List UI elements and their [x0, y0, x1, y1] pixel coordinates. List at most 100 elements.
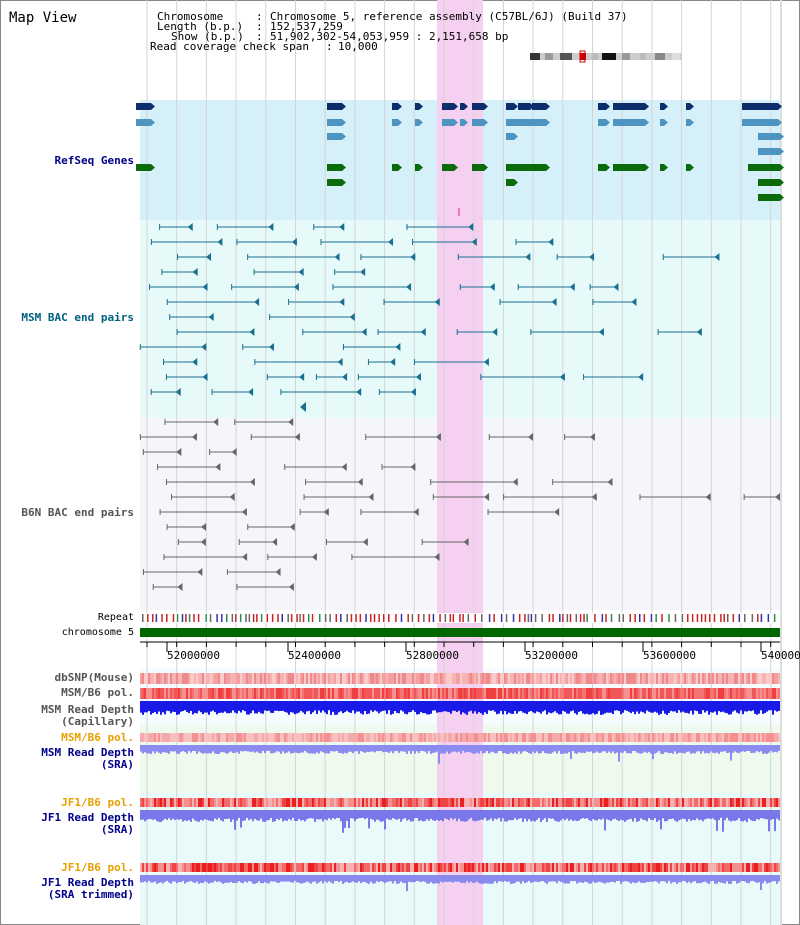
b6n-bac-end	[435, 433, 441, 441]
heat-cell	[384, 673, 386, 684]
axis-tick-label: 52400000	[288, 649, 341, 662]
depth-bar	[678, 875, 680, 883]
heat-cell	[420, 673, 422, 684]
track-label-msm-b6-pol[interactable]: MSM/B6 pol.	[61, 686, 134, 699]
gene-arrow	[342, 179, 346, 186]
heat-cell	[364, 688, 366, 699]
track-label-jf1-read-trim[interactable]: JF1 Read Depth	[41, 876, 134, 889]
heat-cell	[484, 688, 486, 699]
heat-cell	[576, 688, 578, 699]
heat-cell	[378, 673, 380, 684]
gene-arrow	[546, 164, 550, 171]
track-label-msm-b6-pol-2[interactable]: MSM/B6 pol.	[61, 731, 134, 744]
heat-cell	[592, 863, 594, 872]
depth-bar	[346, 701, 348, 711]
heat-cell	[724, 733, 726, 742]
depth-bar	[600, 810, 602, 820]
heat-cell	[168, 863, 170, 872]
heat-cell	[244, 688, 246, 699]
depth-bar	[556, 701, 558, 713]
depth-bar	[166, 875, 168, 881]
heat-cell	[566, 798, 568, 807]
depth-bar	[598, 875, 600, 882]
depth-bar	[770, 810, 772, 820]
gene-arrow	[645, 119, 649, 126]
depth-bar	[754, 810, 756, 822]
depth-bar	[748, 810, 750, 819]
heat-cell	[242, 688, 244, 699]
depth-bar	[310, 810, 312, 819]
heat-cell	[412, 673, 414, 684]
depth-bar	[520, 745, 522, 754]
heat-cell	[474, 673, 476, 684]
heat-cell	[676, 688, 678, 699]
heat-cell	[332, 863, 334, 872]
track-label-msm-read-capillary-sub: (Capillary)	[61, 715, 134, 728]
repeat-mark	[407, 614, 409, 622]
depth-bar	[544, 810, 546, 819]
depth-bar	[510, 875, 512, 884]
depth-bar	[646, 745, 648, 753]
depth-bar	[378, 701, 380, 714]
depth-bar	[604, 701, 606, 714]
depth-bar	[472, 810, 474, 821]
track-label-msm-bac[interactable]: MSM BAC end pairs	[21, 311, 134, 324]
heat-cell	[434, 733, 436, 742]
heat-cell	[160, 673, 162, 684]
heat-cell	[194, 673, 196, 684]
depth-bar	[386, 875, 388, 883]
heat-cell	[174, 863, 176, 872]
gene-arrow	[664, 164, 668, 171]
track-label-jf1-read-sra[interactable]: JF1 Read Depth	[41, 811, 134, 824]
depth-bar	[560, 745, 562, 754]
gene-block	[327, 119, 342, 126]
repeat-mark	[583, 614, 585, 622]
depth-bar	[464, 810, 466, 822]
track-label-jf1-b6-pol[interactable]: JF1/B6 pol.	[61, 796, 134, 809]
depth-bar	[762, 875, 764, 884]
track-label-b6n-bac[interactable]: B6N BAC end pairs	[21, 506, 134, 519]
track-label-dbsnp[interactable]: dbSNP(Mouse)	[54, 671, 134, 684]
heat-cell	[474, 863, 476, 872]
heat-cell	[320, 673, 322, 684]
heat-cell	[390, 733, 392, 742]
heat-cell	[190, 733, 192, 742]
heat-cell	[224, 863, 226, 872]
track-label-jf1-read-sra-sub: (SRA)	[100, 823, 134, 836]
track-label-chromosome[interactable]: chromosome 5	[61, 627, 134, 638]
track-label-refseq[interactable]: RefSeq Genes	[54, 154, 134, 167]
heat-cell	[704, 798, 706, 807]
heat-cell	[656, 673, 658, 684]
heat-cell	[716, 673, 718, 684]
track-label-repeat[interactable]: Repeat	[97, 612, 134, 623]
heat-cell	[274, 863, 276, 872]
depth-bar	[664, 745, 666, 753]
track-label-msm-read-sra[interactable]: MSM Read Depth	[41, 746, 134, 759]
depth-bar	[644, 810, 646, 820]
heat-cell	[360, 863, 362, 872]
repeat-mark	[378, 614, 380, 622]
depth-bar	[528, 875, 530, 881]
depth-bar	[634, 810, 636, 819]
repeat-mark	[686, 614, 689, 622]
heat-cell	[368, 673, 370, 684]
depth-bar	[636, 810, 638, 822]
heat-cell	[706, 733, 708, 742]
track-label-msm-read-capillary[interactable]: MSM Read Depth	[41, 703, 134, 716]
heat-cell	[746, 688, 748, 699]
repeat-mark	[467, 614, 470, 622]
heat-cell	[548, 688, 550, 699]
heat-cell	[612, 863, 614, 872]
heat-cell	[492, 863, 494, 872]
heat-cell	[776, 733, 778, 742]
heat-cell	[746, 863, 748, 872]
depth-bar	[750, 875, 752, 882]
heat-cell	[194, 863, 196, 872]
depth-bar	[396, 810, 398, 820]
repeat-mark	[474, 614, 477, 622]
track-label-jf1-b6-pol-2[interactable]: JF1/B6 pol.	[61, 861, 134, 874]
depth-bar	[664, 701, 666, 714]
heat-cell	[646, 863, 648, 872]
heat-cell	[324, 863, 326, 872]
